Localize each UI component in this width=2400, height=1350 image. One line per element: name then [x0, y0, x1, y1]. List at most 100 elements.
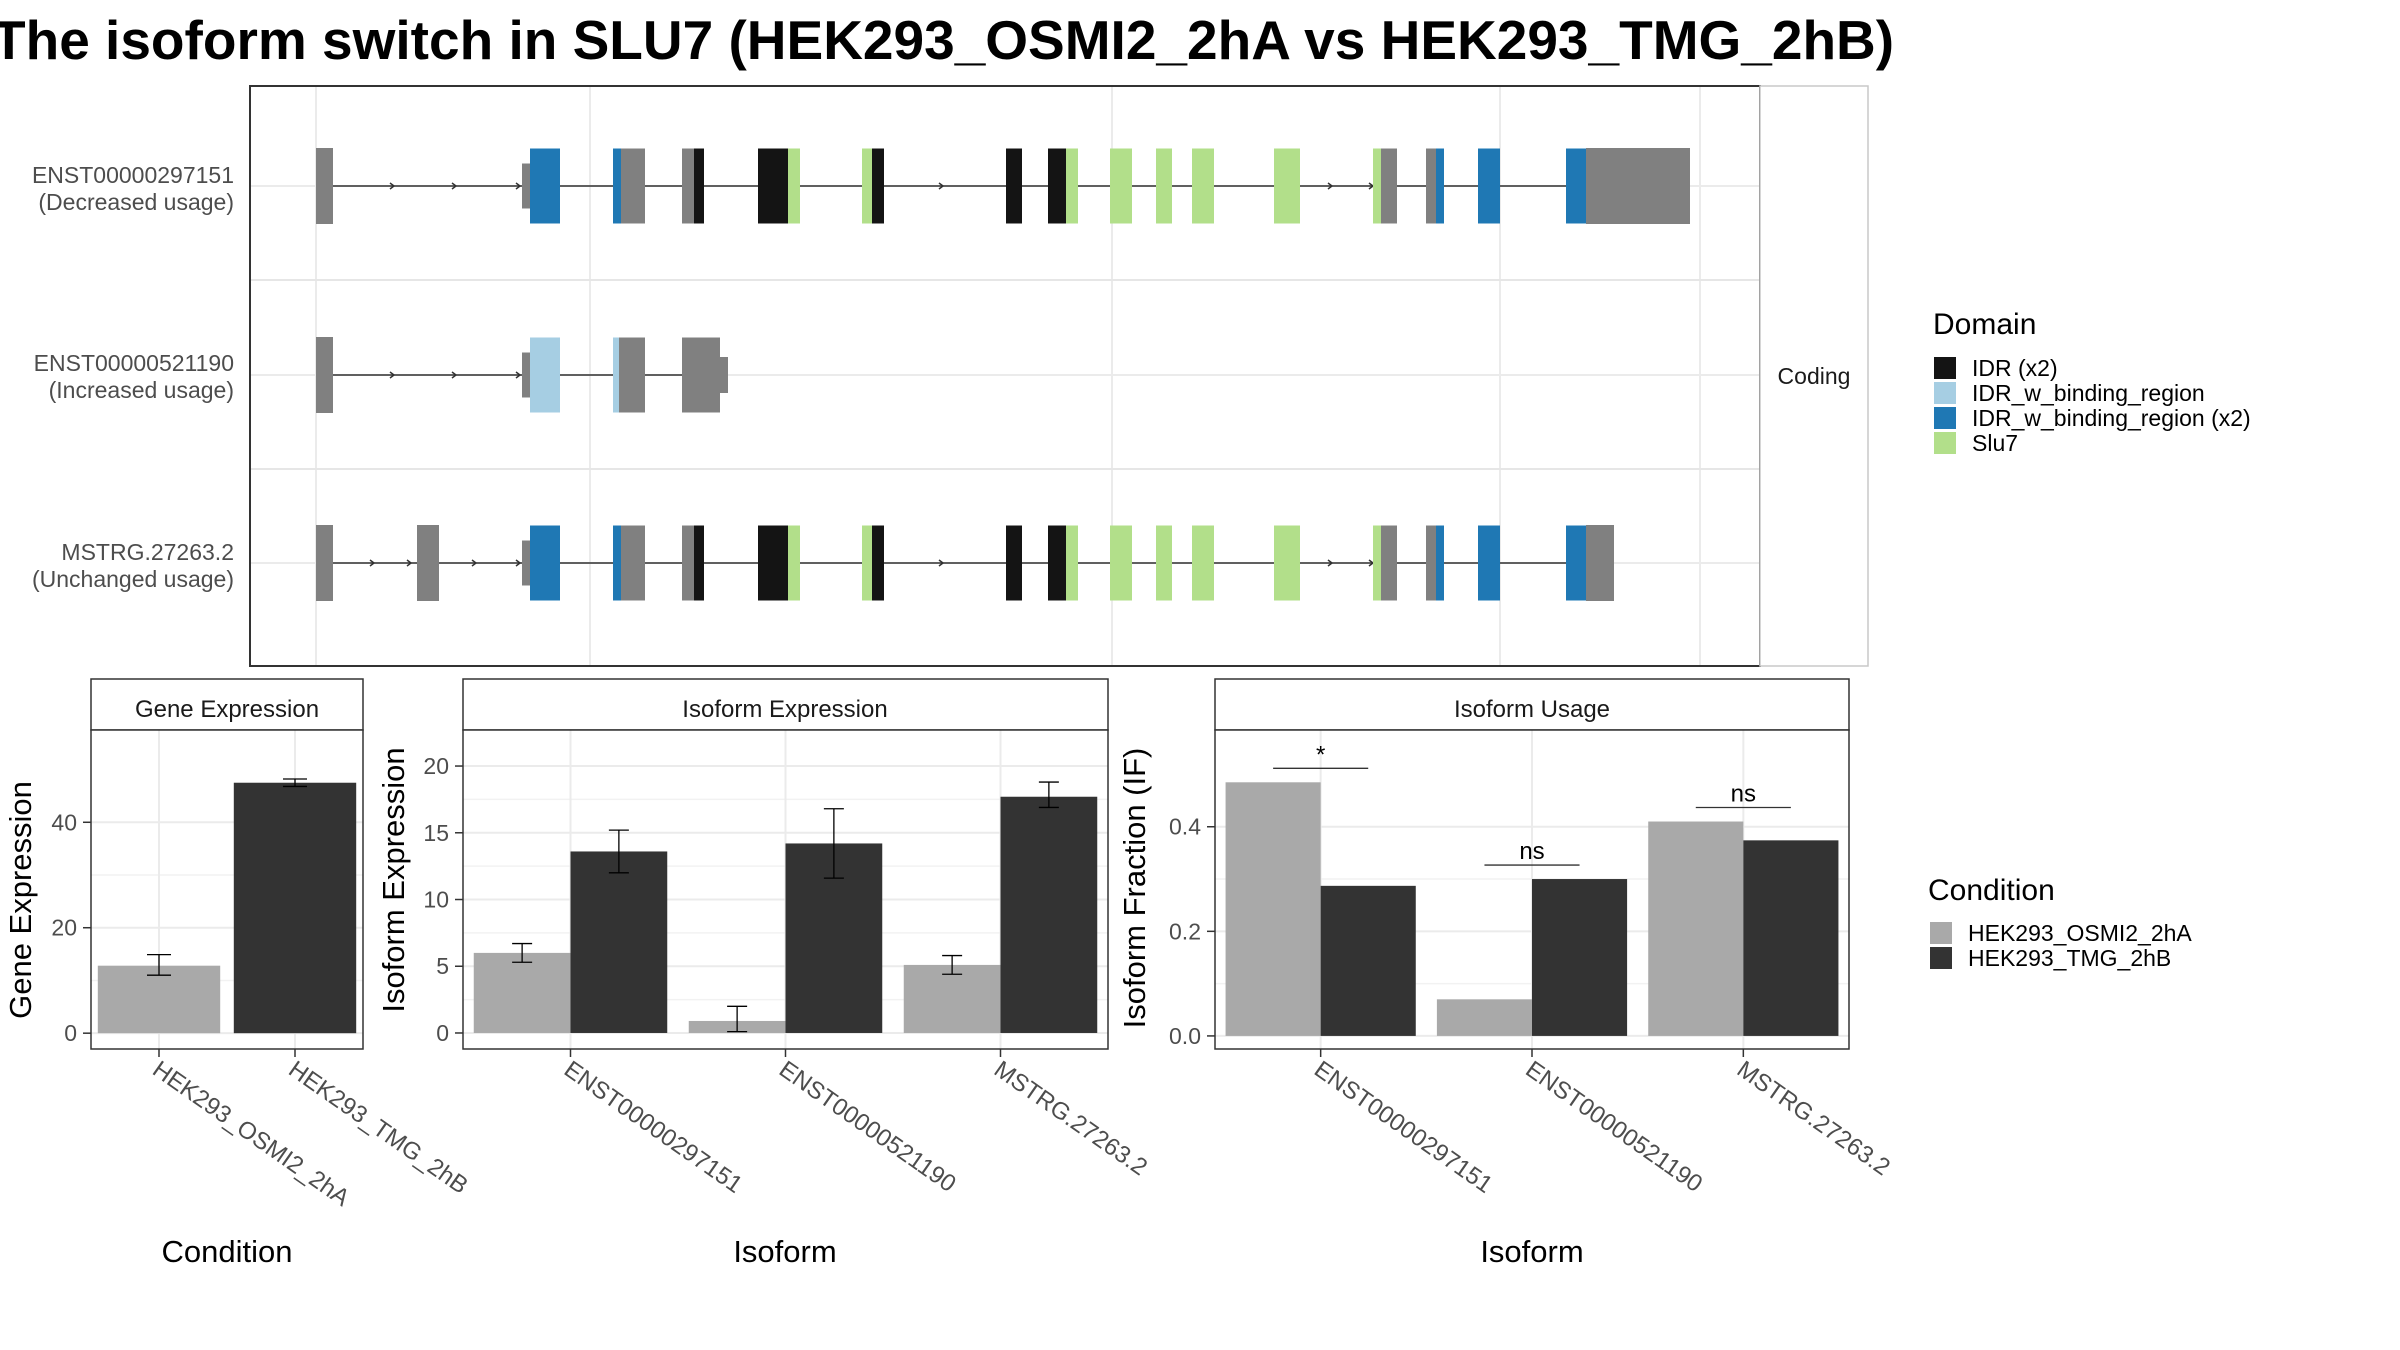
exon-segment-slu7 — [862, 148, 872, 224]
x-tick-label: MSTRG.27263.2 — [1732, 1056, 1895, 1181]
exon-segment-idr-w-binding-region-x2 — [536, 525, 560, 601]
isoform-usage-strip-label: Isoform Usage — [1454, 696, 1610, 723]
utr-exon — [1586, 525, 1614, 601]
panel-border — [1214, 729, 1850, 1050]
intron-direction-arrow — [1327, 182, 1334, 190]
y-tick-label: 0.4 — [1169, 814, 1201, 840]
legend-label-idr-binding: IDR_w_binding_region — [1972, 380, 2205, 406]
gene-expression-ylabel: Gene Expression — [3, 781, 38, 1019]
exon-segment-utr — [621, 148, 645, 224]
intron-direction-arrow — [369, 559, 376, 567]
structure-panel: Coding ENST00000297151 (Decreased usage)… — [32, 85, 1869, 667]
utr-exon — [316, 525, 333, 601]
exon-segment-idr — [872, 525, 884, 601]
exon-segment-slu7 — [1192, 148, 1214, 224]
y-tick-label: 0.2 — [1169, 918, 1201, 944]
panel-strip — [1214, 678, 1850, 731]
bar — [1743, 840, 1839, 1036]
exon-segment-idr-w-binding-region — [530, 337, 540, 413]
exon-segment-slu7 — [1373, 525, 1381, 601]
transcript-label-2-usage: (Increased usage) — [49, 377, 234, 403]
exon-segment-idr — [694, 148, 704, 224]
transcript-label-2-id: ENST00000521190 — [34, 350, 234, 376]
exon-segment-slu7 — [1274, 148, 1300, 224]
utr-exon — [316, 337, 333, 413]
exon-segment-idr — [694, 525, 704, 601]
exon-segment-idr-w-binding-region-x2 — [536, 148, 560, 224]
legend-swatch-idr-binding — [1934, 382, 1956, 404]
bar — [1000, 796, 1098, 1033]
isoform-usage-ylabel: Isoform Fraction (IF) — [1117, 748, 1152, 1029]
exon-segment-utr — [619, 337, 645, 413]
domain-legend: Domain IDR (x2) IDR_w_binding_region IDR… — [1933, 308, 2251, 456]
exon-segment-slu7 — [1066, 525, 1078, 601]
intron-direction-arrow — [406, 559, 413, 567]
y-tick-label: 15 — [423, 820, 449, 846]
exon-segment-idr-w-binding-region-x2 — [613, 148, 621, 224]
intron-direction-arrow — [451, 182, 458, 190]
exon-segment-idr-w-binding-region-x2 — [1478, 148, 1500, 224]
strip-coding — [1759, 85, 1869, 667]
intron-direction-arrow — [389, 371, 396, 379]
isoform-expression-panel: Isoform Isoform Expression Isoform Expre… — [376, 678, 1152, 1269]
exon-segment-utr — [1381, 148, 1397, 224]
condition-legend-title: Condition — [1928, 874, 2055, 907]
exon-segment-slu7 — [1110, 525, 1132, 601]
transcript-label-3-id: MSTRG.27263.2 — [61, 539, 234, 565]
exon-segment-idr-w-binding-region-x2 — [1478, 525, 1500, 601]
legend-swatch-slu7 — [1934, 432, 1956, 454]
exon-segment-utr — [621, 525, 645, 601]
utr-exon — [1586, 148, 1690, 224]
exon-segment-idr-w-binding-region-x2 — [613, 525, 621, 601]
exon-segment-slu7 — [1156, 525, 1172, 601]
x-tick-label: ENST00000297151 — [559, 1056, 747, 1199]
bar — [570, 851, 668, 1033]
y-tick-label: 10 — [423, 887, 449, 913]
panel-border — [90, 729, 364, 1050]
y-tick-label: 5 — [436, 953, 449, 979]
exon-segment-slu7 — [788, 525, 800, 601]
transcript-label-3-usage: (Unchanged usage) — [32, 566, 234, 592]
exon-segment-utr — [1381, 525, 1397, 601]
strip-coding-label: Coding — [1778, 363, 1851, 389]
intron-direction-arrow — [515, 559, 522, 567]
intron-direction-arrow — [938, 559, 945, 567]
exon-segment-idr — [1048, 525, 1066, 601]
gene-expression-xlabel: Condition — [162, 1234, 293, 1269]
exon-segment-slu7 — [1156, 148, 1172, 224]
exon-segment-idr-w-binding-region-x2 — [1436, 148, 1444, 224]
exon-segment-idr-w-binding-region — [538, 337, 560, 413]
exon-segment-slu7 — [1066, 148, 1078, 224]
x-tick-label: MSTRG.27263.2 — [989, 1056, 1152, 1181]
exon-segment-idr-w-binding-region — [613, 337, 619, 413]
panel-border — [462, 729, 1109, 1050]
exon-segment-slu7 — [1274, 525, 1300, 601]
legend-swatch-idr-binding-x2 — [1934, 407, 1956, 429]
intron-direction-arrow — [471, 559, 478, 567]
exon-segment-idr — [758, 525, 788, 601]
exon-segment-idr — [872, 148, 884, 224]
legend-label-cond-b: HEK293_TMG_2hB — [1968, 945, 2171, 971]
utr-exon — [417, 525, 439, 601]
bar — [1648, 821, 1744, 1036]
exon-segment-slu7 — [1110, 148, 1132, 224]
legend-swatch-idr — [1934, 357, 1956, 379]
legend-label-idr-binding-x2: IDR_w_binding_region (x2) — [1972, 405, 2251, 431]
x-tick-label: ENST00000521190 — [1521, 1056, 1708, 1198]
transcript-label-1-usage: (Decreased usage) — [38, 189, 234, 215]
structure-tracks — [316, 148, 1690, 601]
exon-segment-idr — [758, 148, 788, 224]
exon-segment-slu7 — [862, 525, 872, 601]
exon-segment-utr — [682, 337, 720, 413]
exon-segment-utr — [682, 148, 694, 224]
bar — [1225, 782, 1321, 1036]
y-tick-label: 20 — [423, 753, 449, 779]
y-tick-label: 0 — [436, 1020, 449, 1046]
y-tick-label: 20 — [51, 915, 77, 941]
bar — [233, 782, 357, 1034]
condition-legend: Condition HEK293_OSMI2_2hA HEK293_TMG_2h… — [1928, 874, 2192, 971]
legend-swatch-cond-b — [1930, 947, 1952, 969]
isoform-usage-panel: Isoform Isoform Fraction (IF) Isoform Us… — [1117, 678, 1895, 1269]
significance-label: ns — [1519, 838, 1544, 865]
